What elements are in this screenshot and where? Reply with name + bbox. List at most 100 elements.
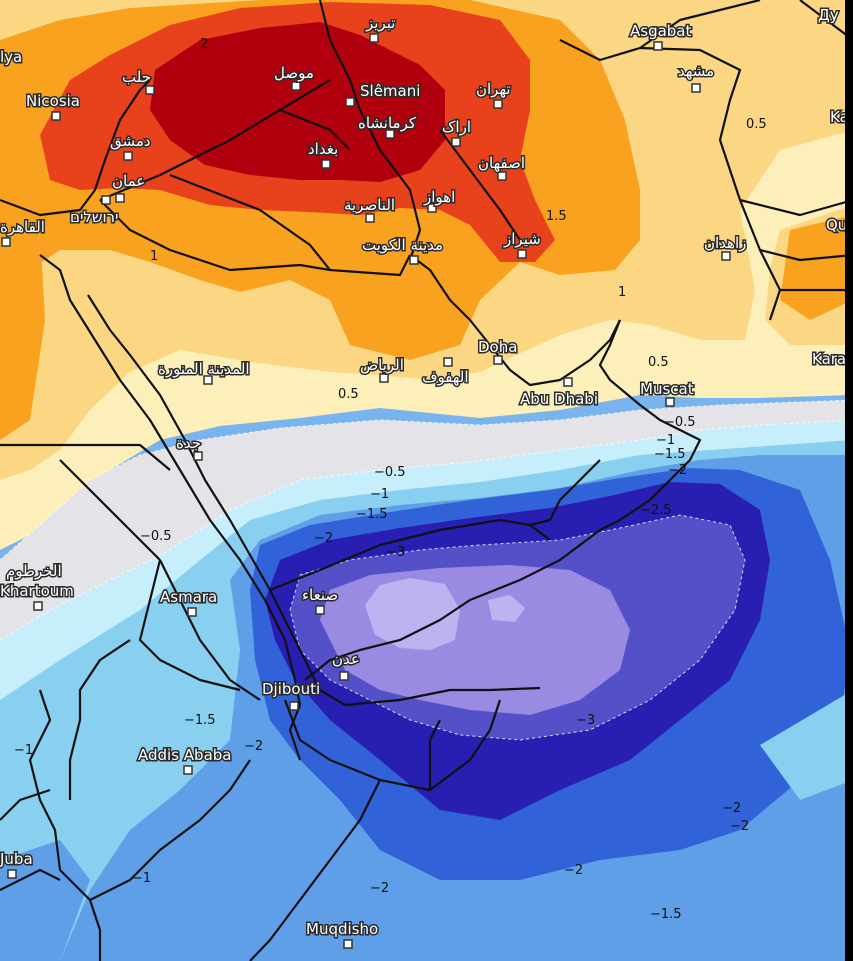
- city-label-doha: Doha: [478, 338, 517, 356]
- city-label-amman: عمان: [112, 172, 145, 190]
- city-label-mogadishu: Muqdisho: [306, 920, 378, 938]
- marker-shiraz: [517, 249, 527, 259]
- marker-asmara: [187, 607, 197, 617]
- city-label-aleppo: حلب: [122, 68, 151, 86]
- city-label-jeddah: جدة: [176, 434, 201, 452]
- city-label-shiraz: شیراز: [503, 230, 541, 248]
- marker-amman: [115, 193, 125, 203]
- city-label-djibouti: Djibouti: [262, 680, 320, 698]
- marker-slemani: [345, 97, 355, 107]
- marker-muscat: [665, 397, 675, 407]
- city-label-medina: المدينة المنورة: [158, 360, 250, 378]
- contour-label: −1: [132, 871, 151, 886]
- city-label-tehran: تهران: [476, 80, 511, 98]
- marker-ahvaz: [427, 203, 437, 213]
- marker-abudhabi: [563, 377, 573, 387]
- contour-label: −2: [564, 863, 583, 878]
- contour-lines: [0, 399, 853, 741]
- city-label-abudhabi: Abu Dhabi: [520, 390, 598, 408]
- city-label-khartoum: Khartoum: [0, 582, 74, 600]
- contour-label: −2.5: [640, 503, 672, 518]
- marker-doha: [493, 355, 503, 365]
- field-cold-neg1-se: [760, 690, 853, 800]
- city-label-asmara: Asmara: [160, 588, 217, 606]
- contour-label: −1.5: [654, 447, 686, 462]
- contour-label: 2: [200, 37, 208, 52]
- marker-arak: [451, 137, 461, 147]
- marker-sanaa: [315, 605, 325, 615]
- city-label-arak: اراک: [442, 118, 471, 136]
- contour-label: −0.5: [664, 415, 696, 430]
- contour-label: −1: [14, 743, 33, 758]
- contour-label: −3: [386, 545, 405, 560]
- marker-juba: [7, 869, 17, 879]
- field-cold-neg4_5: [365, 578, 460, 650]
- contour-label: 1: [618, 285, 626, 300]
- city-labels: Asgabat مشهد تبريز تهران حلب موصل Slêman…: [0, 5, 850, 940]
- contour-label: −1: [656, 433, 675, 448]
- city-label-ahvaz: اهواز: [423, 188, 455, 206]
- marker-damascus: [123, 151, 133, 161]
- contour-label: −0.5: [140, 529, 172, 544]
- marker-zahedan: [721, 251, 731, 261]
- city-label-sanaa: صنعاء: [302, 586, 338, 604]
- city-label-damascus: دمشق: [110, 132, 151, 150]
- contour-label: 1: [150, 249, 158, 264]
- contour-label: −2: [370, 881, 389, 896]
- marker-khartoum: [33, 601, 43, 611]
- marker-mosul: [291, 81, 301, 91]
- marker-isfahan: [497, 171, 507, 181]
- city-label-nasiriyah: الناصرية: [344, 196, 395, 214]
- right-edge-border: [845, 0, 853, 961]
- marker-aden: [339, 671, 349, 681]
- marker-baghdad: [321, 159, 331, 169]
- contour-label: −1.5: [356, 507, 388, 522]
- city-label-slemani: Slêmani: [360, 82, 420, 100]
- contour-label: −1.5: [184, 713, 216, 728]
- city-label-quetta: Qu: [826, 216, 847, 234]
- marker-medina: [203, 375, 213, 385]
- contour-label: −1: [370, 487, 389, 502]
- marker-aleppo: [145, 85, 155, 95]
- contour-label: 0.5: [648, 355, 669, 370]
- contour-label: 1.5: [546, 209, 567, 224]
- city-label-asgabat: Asgabat: [630, 22, 692, 40]
- contour-label: −2: [668, 463, 687, 478]
- city-label-khartoum-ar: الخرطوم: [6, 562, 62, 580]
- field-warm-1_5-east: [780, 215, 853, 320]
- marker-jeddah: [193, 451, 203, 461]
- city-markers: [1, 33, 849, 949]
- marker-tehran: [493, 99, 503, 109]
- contour-label: −2: [730, 819, 749, 834]
- field-cold-neg4_5-b: [488, 595, 525, 622]
- marker-djibouti: [289, 701, 299, 711]
- contour-value-labels: 2 1.5 1 1 0.5 0.5 0.5 −0.5 −1 −1.5 −2 −3…: [14, 37, 767, 922]
- contour-label: −1.5: [650, 907, 682, 922]
- marker-kuwait: [409, 255, 419, 265]
- marker-hofuf: [443, 357, 453, 367]
- city-label-jerusalem: ירושלים: [70, 208, 118, 226]
- city-label-hofuf: الهفوف: [422, 368, 469, 386]
- marker-jerusalem: [101, 195, 111, 205]
- marker-tabriz: [369, 33, 379, 43]
- city-label-riyadh: الرياض: [360, 356, 404, 374]
- contour-label: −2: [244, 739, 263, 754]
- field-cold-neg2-sw: [0, 840, 90, 961]
- marker-kermanshah: [385, 129, 395, 139]
- city-label-yalta: lya: [0, 48, 22, 66]
- city-label-kandahar: Ka: [830, 108, 849, 126]
- city-label-dushanbe: Ду: [818, 6, 839, 24]
- city-label-juba: Juba: [0, 850, 33, 868]
- city-label-cairo: القاهرة: [0, 218, 45, 236]
- marker-asgabat: [653, 41, 663, 51]
- marker-addis: [183, 765, 193, 775]
- marker-nicosia: [51, 111, 61, 121]
- city-label-mashhad: مشهد: [678, 62, 714, 80]
- city-label-karachi: Kara: [812, 350, 846, 368]
- contour-label: −3: [576, 713, 595, 728]
- marker-mashhad: [691, 83, 701, 93]
- city-label-zahedan: زاهدان: [704, 234, 746, 252]
- city-label-muscat: Muscat: [640, 380, 694, 398]
